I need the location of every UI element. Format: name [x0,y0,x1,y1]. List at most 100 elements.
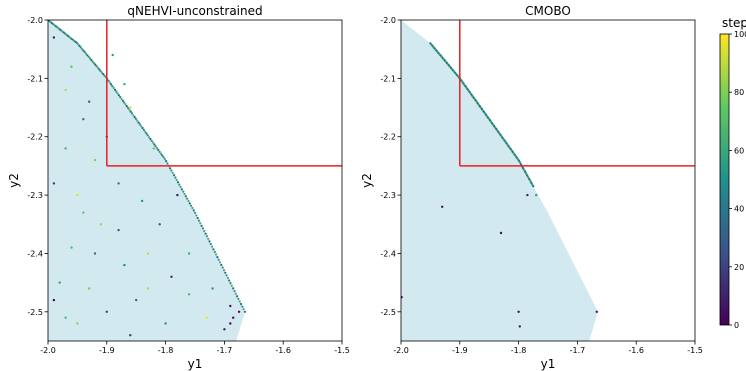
front-point [95,65,98,68]
y-tick-label: -2.4 [27,249,43,258]
chart-title: qNEHVI-unconstrained [127,4,262,18]
scatter-points [401,193,598,328]
front-point [163,158,166,161]
colorbar-tick-label: 20 [734,263,744,272]
front-point [107,79,110,82]
front-point [86,54,89,57]
front-point [127,106,130,110]
front-point [155,147,159,150]
axes-frame [47,19,343,342]
y-tick-label: -2.0 [380,16,396,25]
sample-point [164,322,167,325]
front-point [154,145,157,148]
sample-point [76,193,79,197]
front-point [92,62,96,65]
colorbar-tick-label: 60 [734,146,744,155]
sample-point [187,293,191,296]
sample-point [105,310,109,313]
colorbar-label: step [722,16,746,30]
front-point [237,297,240,300]
front-point [234,292,237,295]
sample-point [499,231,503,235]
x-axis-label: y1 [188,357,203,371]
front-point [88,57,92,60]
y-tick-label: -2.1 [380,74,396,83]
left-panel: -2.0 -1.9 -1.8 -1.7 -1.6 -1.5 -2.0 -2.1 -2.2 -2.3… [7,4,350,371]
front-point [115,90,118,93]
front-point [192,209,195,212]
front-point [149,137,152,141]
sample-point [526,193,529,197]
front-point [99,69,102,72]
sample-point [70,246,73,249]
front-point [146,134,149,137]
front-point [112,86,115,89]
front-point [158,150,161,153]
front-point [161,154,164,157]
front-point [224,271,227,274]
sample-point [237,310,241,313]
sample-point [595,310,598,313]
front-point [145,132,148,135]
front-point [77,43,80,46]
front-point [174,176,177,179]
sample-point [82,118,85,121]
front-point [242,308,245,311]
front-point [128,108,131,111]
front-point [91,60,94,63]
front-point [124,103,127,106]
front-point [100,71,103,74]
y-tick-label: -2.2 [27,133,43,142]
front-point [191,206,194,210]
front-point [78,44,81,48]
front-point [180,188,183,191]
front-point [204,232,207,235]
front-point [238,300,241,303]
y-tick-label: -2.2 [380,133,396,142]
front-point [190,204,193,207]
sample-point [52,182,56,185]
sample-point [93,158,97,162]
y-tick-label: -2.4 [380,249,396,258]
front-point [179,185,182,188]
colorbar: step 0 20 40 60 80 100 [719,16,746,330]
front-point [173,174,176,177]
sample-point [232,316,235,319]
x-axis-label: y1 [541,357,556,371]
plot-area [401,20,695,341]
front-point [159,152,162,155]
front-point [182,190,185,193]
sample-point [205,316,208,319]
front-point [170,169,173,172]
front-point [203,229,206,233]
front-point [109,83,113,86]
sample-point [211,287,214,290]
front-point [162,156,165,159]
x-tick-label: -1.9 [452,346,468,355]
front-point [153,143,156,146]
front-point [220,263,223,266]
front-point [120,97,123,100]
y-tick-label: -2.1 [27,74,43,83]
x-tick-label: -1.7 [217,346,233,355]
front-point [85,52,88,55]
front-point [134,117,138,120]
colorbar-tick-label: 100 [734,30,746,39]
sample-point [229,304,232,308]
front-point [196,216,199,220]
front-point [228,279,231,282]
sample-point [123,83,126,86]
front-point [175,178,178,181]
x-tick-label: -1.8 [158,346,174,355]
y-tick-label: -2.3 [380,191,396,200]
front-point [148,136,151,139]
front-point [144,130,147,133]
sample-point [93,252,97,255]
front-point [209,242,212,246]
front-point [152,141,155,144]
sample-point [140,199,144,203]
sample-point [99,223,103,226]
sample-point [152,147,155,150]
front-point [194,211,197,214]
pareto-front [48,20,247,313]
